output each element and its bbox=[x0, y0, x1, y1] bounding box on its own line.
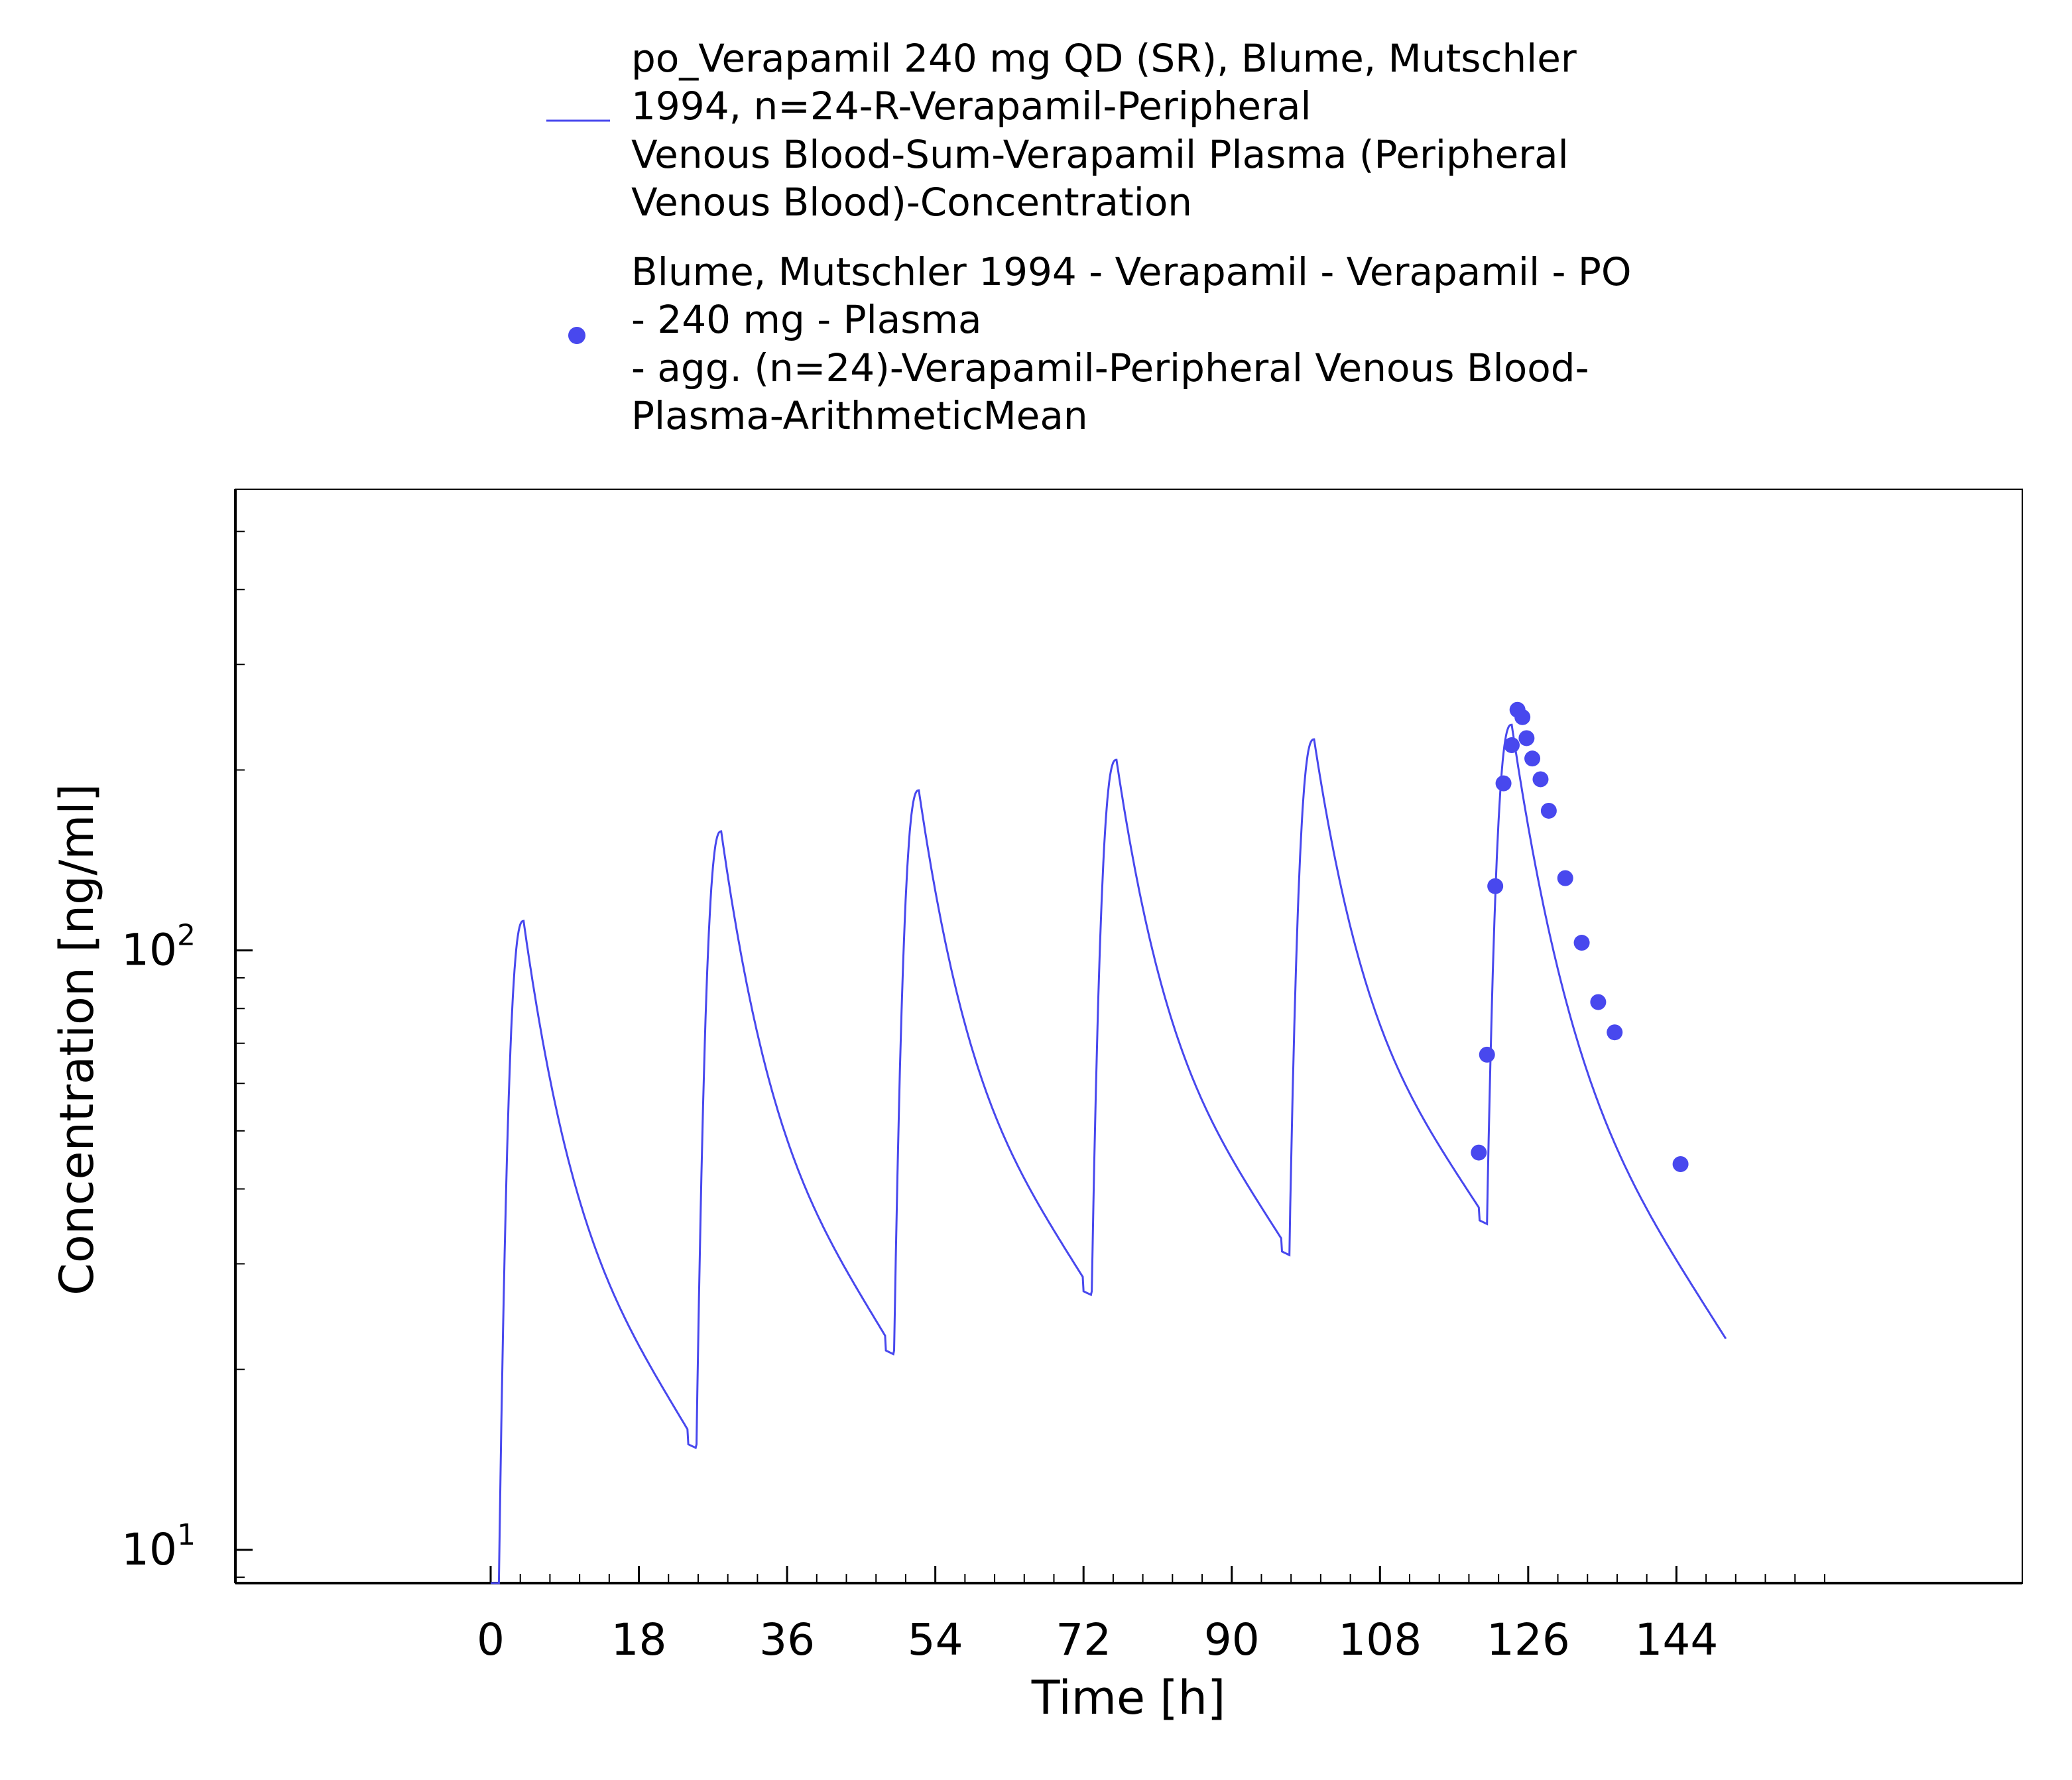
series-line-simulation bbox=[491, 723, 1727, 1584]
x-tick-label: 90 bbox=[1204, 1614, 1260, 1665]
legend-entry-observed: Blume, Mutschler 1994 - Verapamil - Vera… bbox=[568, 249, 1632, 438]
data-point-observed bbox=[1524, 750, 1541, 767]
x-tick-label: 72 bbox=[1056, 1614, 1111, 1665]
x-axis-label: Time [h] bbox=[1031, 1671, 1226, 1725]
data-point-observed bbox=[1573, 935, 1590, 951]
series-layer bbox=[491, 701, 1727, 1584]
x-tick-label: 54 bbox=[908, 1614, 963, 1665]
x-tick-label: 126 bbox=[1487, 1614, 1570, 1665]
legend-text-line-2: 1994, n=24-R-Verapamil-Peripheral bbox=[631, 84, 1311, 129]
x-tick-label: 18 bbox=[611, 1614, 667, 1665]
legend-text-line-1: po_Verapamil 240 mg QD (SR), Blume, Muts… bbox=[631, 36, 1577, 81]
data-point-observed bbox=[1557, 870, 1573, 886]
data-point-observed bbox=[1479, 1046, 1495, 1063]
legend-text-line-3: Venous Blood-Sum-Verapamil Plasma (Perip… bbox=[631, 132, 1569, 177]
data-point-observed bbox=[1518, 730, 1535, 746]
data-point-observed bbox=[1495, 775, 1512, 792]
legend-text-line-3: - agg. (n=24)-Verapamil-Peripheral Venou… bbox=[631, 345, 1589, 390]
y-axis-ticks: 101 102 bbox=[121, 530, 253, 1578]
legend-text-line-4: Venous Blood)-Concentration bbox=[631, 180, 1192, 225]
legend-text-line-4: Plasma-ArithmeticMean bbox=[631, 393, 1088, 438]
legend-entry-simulation: po_Verapamil 240 mg QD (SR), Blume, Muts… bbox=[546, 36, 1577, 225]
data-point-observed bbox=[1514, 709, 1531, 725]
legend: po_Verapamil 240 mg QD (SR), Blume, Muts… bbox=[546, 36, 1632, 438]
legend-text-line-1: Blume, Mutschler 1994 - Verapamil - Vera… bbox=[631, 249, 1632, 294]
legend-text-line-2: - 240 mg - Plasma bbox=[631, 297, 982, 342]
x-tick-label: 36 bbox=[759, 1614, 815, 1665]
x-axis-ticks: 0 18 36 54 72 90 108 126 144 bbox=[477, 1566, 1825, 1665]
data-point-observed bbox=[1590, 994, 1607, 1010]
data-point-observed bbox=[1540, 802, 1557, 819]
y-tick-label: 101 bbox=[121, 1518, 196, 1575]
data-point-observed bbox=[1532, 771, 1549, 788]
data-point-observed bbox=[1672, 1156, 1689, 1173]
legend-marker-swatch bbox=[568, 327, 585, 344]
x-tick-label: 108 bbox=[1338, 1614, 1422, 1665]
data-point-observed bbox=[1607, 1024, 1623, 1041]
plot-area: 0 18 36 54 72 90 108 126 144 101 102 bbox=[121, 489, 2023, 1665]
y-tick-label: 102 bbox=[121, 919, 196, 976]
y-axis-label: Concentration [ng/ml] bbox=[50, 784, 104, 1295]
data-point-observed bbox=[1471, 1144, 1487, 1161]
x-tick-label: 0 bbox=[477, 1614, 505, 1665]
data-point-observed bbox=[1504, 737, 1520, 754]
data-point-observed bbox=[1487, 878, 1504, 894]
x-tick-label: 144 bbox=[1634, 1614, 1718, 1665]
